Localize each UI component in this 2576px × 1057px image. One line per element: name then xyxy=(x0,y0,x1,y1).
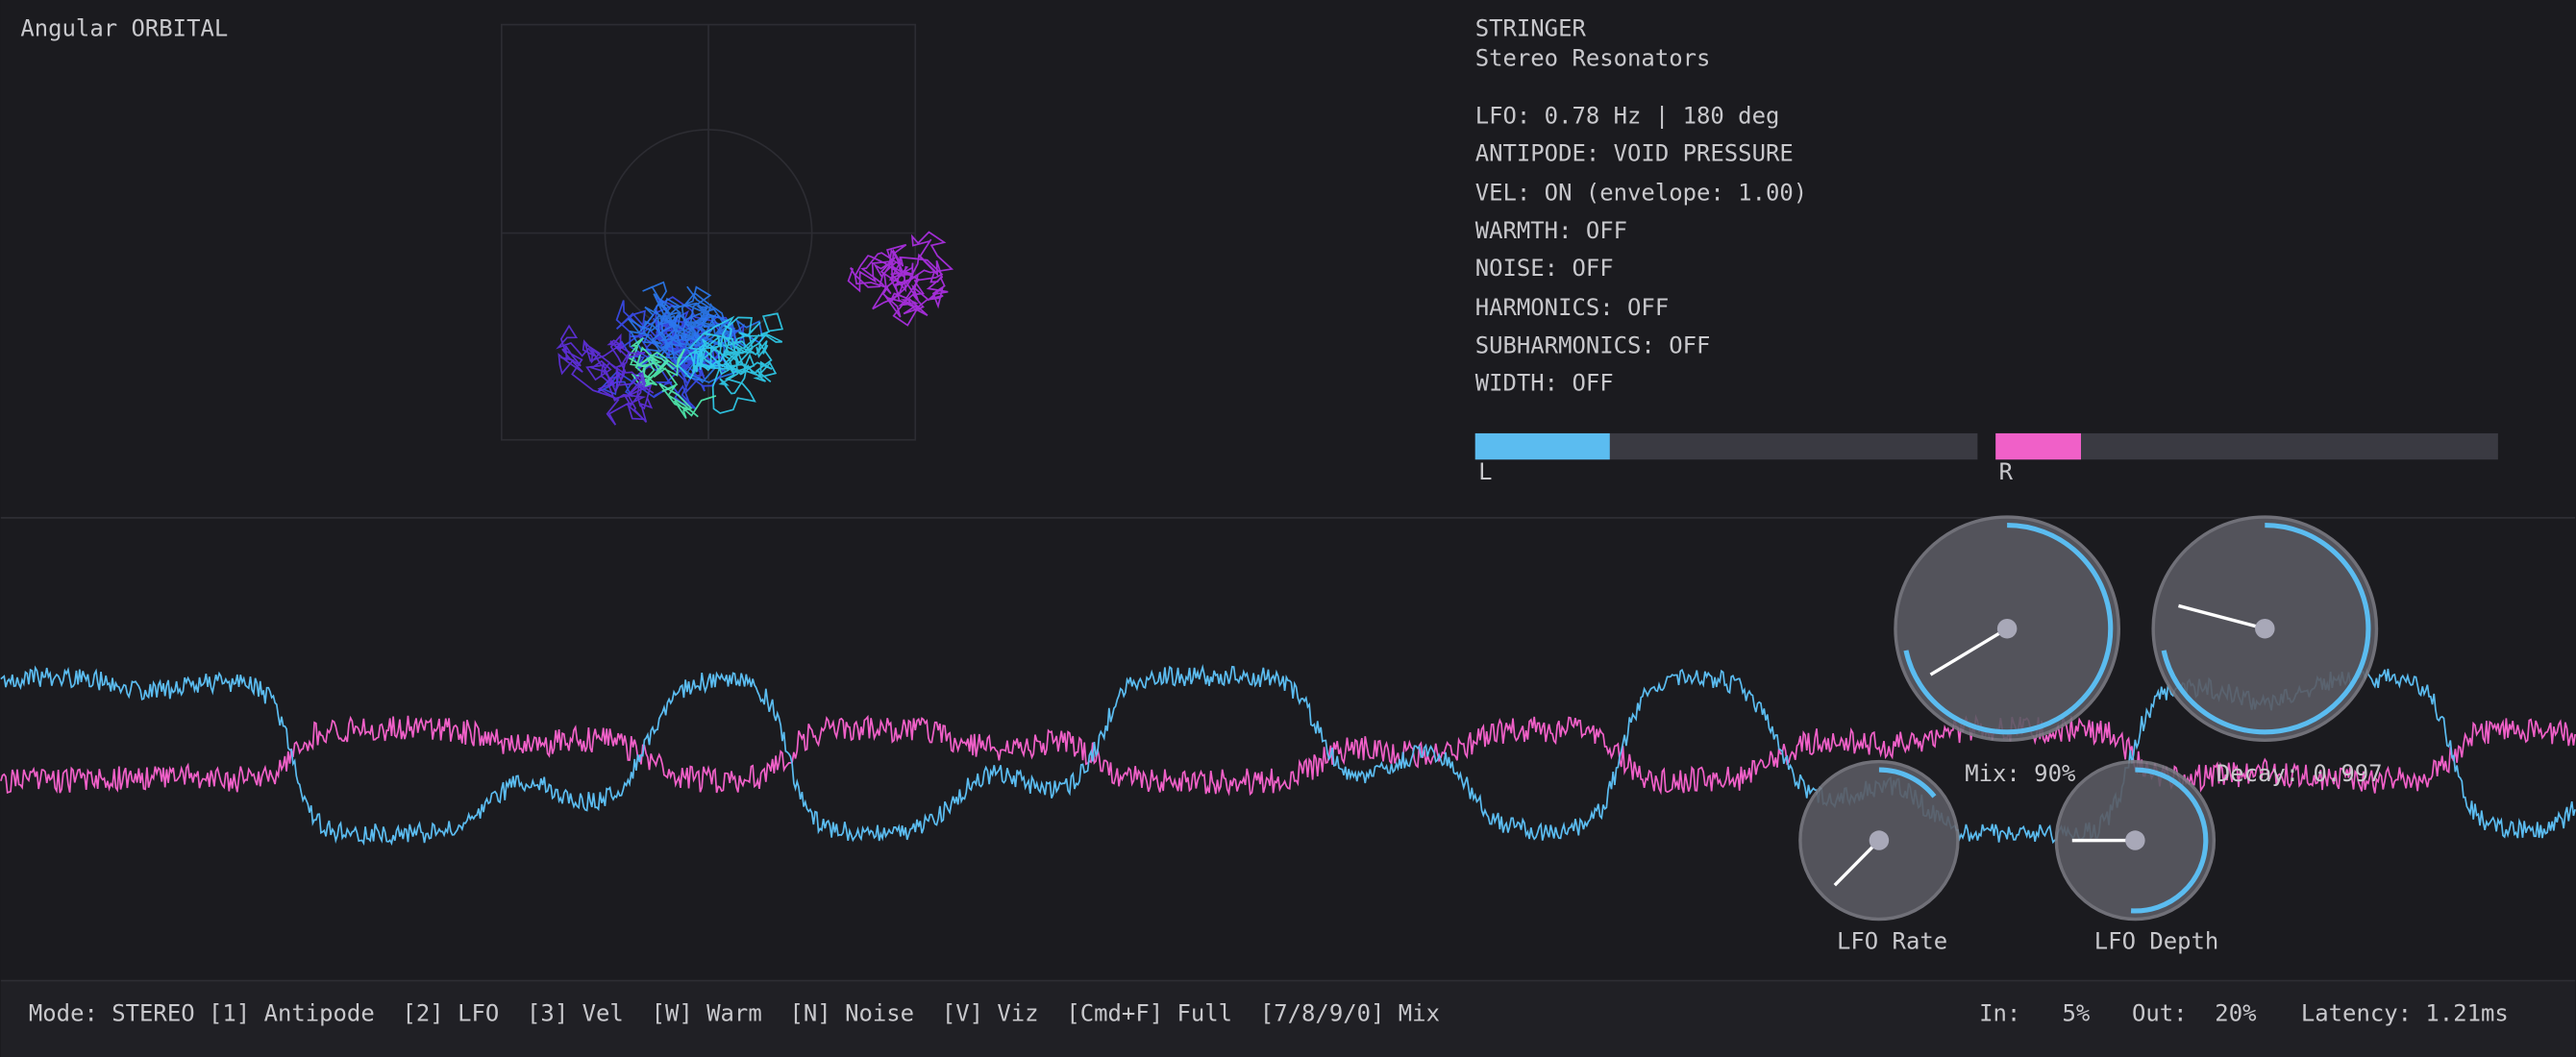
status-line: ANTIPODE: VOID PRESSURE xyxy=(1475,140,1794,167)
plugin-name: STRINGER xyxy=(1475,15,1587,42)
status-line: VEL: ON (envelope: 1.00) xyxy=(1475,180,1807,207)
input-level: In: 5% xyxy=(1979,1000,2090,1027)
knob-label: Decay: 0.997 xyxy=(2217,760,2383,787)
orbital-trace xyxy=(626,337,717,419)
plugin-subtitle: Stereo Resonators xyxy=(1475,44,1711,71)
meter-label: L xyxy=(1478,458,1492,485)
output-level: Out: 20% xyxy=(2132,1000,2257,1027)
knob-pointer xyxy=(2178,603,2266,630)
knob-arc xyxy=(2130,767,2209,914)
status-line: HARMONICS: OFF xyxy=(1475,294,1670,321)
knob-arc xyxy=(2161,523,2371,735)
view-title: Angular ORBITAL xyxy=(20,15,228,42)
meter-label: R xyxy=(1999,458,2014,485)
knob-arc xyxy=(1878,767,1937,799)
knob-label: LFO Depth xyxy=(2094,927,2219,954)
orbital-trace xyxy=(556,324,655,426)
meter-fill xyxy=(1995,432,2081,460)
knob-center xyxy=(1996,618,2018,639)
knob-pointer xyxy=(1929,627,2009,676)
knob-label: Mix: 90% xyxy=(1965,760,2075,787)
footer xyxy=(0,979,2576,1057)
latency: Latency: 1.21ms xyxy=(2301,1000,2509,1027)
orbital-trace xyxy=(847,231,954,327)
knob-center xyxy=(2255,618,2275,639)
status-line: WIDTH: OFF xyxy=(1475,370,1614,397)
knob-arc xyxy=(1903,523,2114,735)
waveform-left xyxy=(0,664,2576,847)
status-line: SUBHARMONICS: OFF xyxy=(1475,332,1711,358)
knob-label: LFO Rate xyxy=(1837,927,1947,954)
shortcut-bar: Mode: STEREO [1] Antipode [2] LFO [3] Ve… xyxy=(29,1000,1440,1027)
status-line: WARMTH: OFF xyxy=(1475,217,1627,244)
knobs xyxy=(1798,515,2379,922)
knob-pointer xyxy=(1833,839,1881,887)
orbital-view xyxy=(500,23,954,441)
orbital-trace xyxy=(677,312,784,414)
meter-fill xyxy=(1474,432,1610,460)
knob-center xyxy=(1869,830,1890,850)
knob-center xyxy=(2125,830,2145,850)
status-line: NOISE: OFF xyxy=(1475,255,1614,282)
status-line: LFO: 0.78 Hz | 180 deg xyxy=(1475,102,1780,129)
